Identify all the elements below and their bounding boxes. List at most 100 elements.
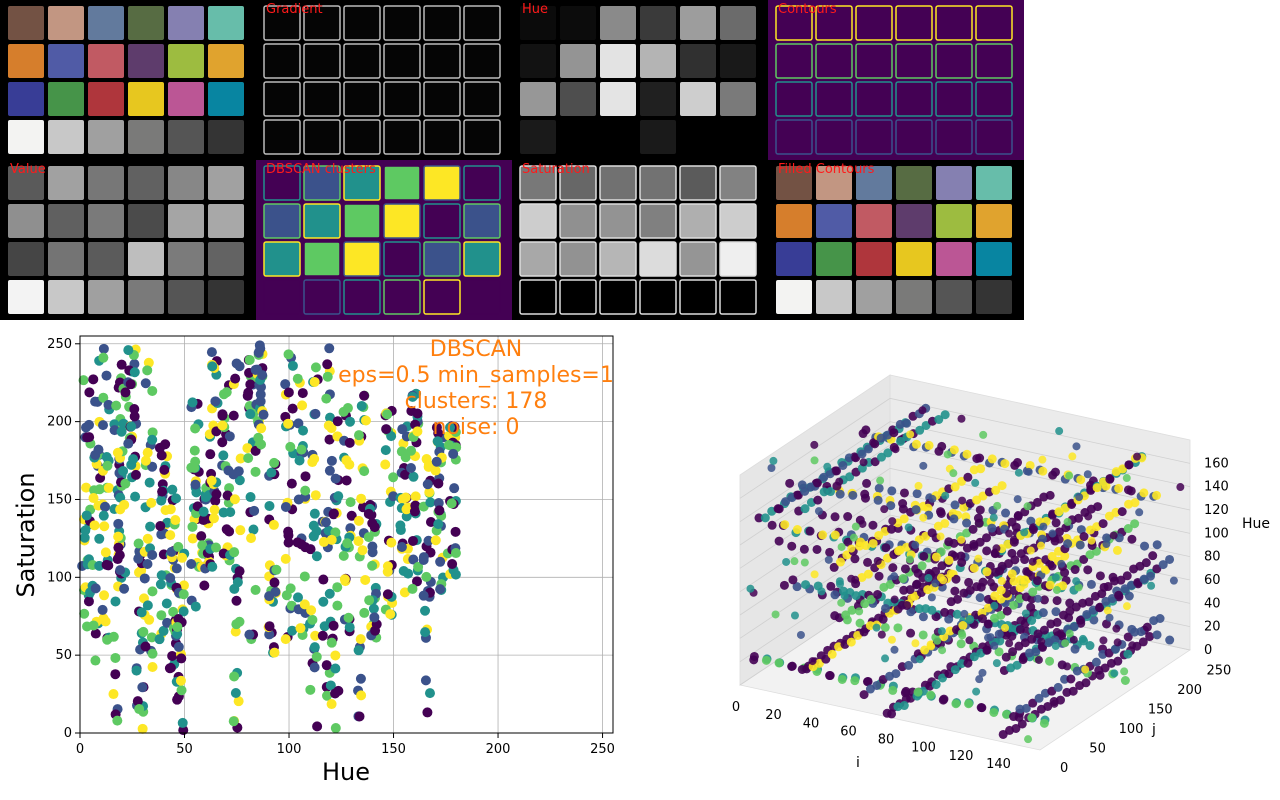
3d-point: [975, 593, 985, 603]
scatter-point: [364, 595, 375, 606]
checker-patch: [776, 166, 812, 200]
scatter-point: [280, 379, 291, 390]
3d-point: [860, 599, 870, 609]
3d-point: [1068, 686, 1078, 696]
checker-patch: [775, 5, 813, 41]
checker-patch: [48, 44, 84, 78]
3d-point: [1122, 571, 1132, 581]
checker-patch: [519, 279, 557, 315]
scatter-point: [100, 501, 111, 512]
panel-saturation-image: [512, 160, 768, 320]
3d-point: [911, 505, 921, 515]
scatter-point: [165, 530, 176, 541]
3d-point: [986, 578, 995, 587]
panel-title: Value: [10, 162, 46, 177]
checker-patch: [936, 242, 972, 276]
scatter-point: [248, 524, 259, 535]
3d-point: [859, 458, 868, 467]
3d-point: [1028, 557, 1037, 566]
scatter-point: [165, 572, 176, 583]
3d-point: [859, 627, 869, 637]
3d-point: [950, 500, 960, 510]
scatter-point: [269, 577, 280, 588]
scatter-point: [178, 606, 189, 617]
scatter-point: [171, 563, 182, 574]
3d-point: [868, 520, 878, 530]
3d-point: [1038, 455, 1047, 464]
scatter-point: [170, 515, 181, 526]
scatter-point: [146, 632, 157, 643]
3d-point: [792, 525, 802, 535]
scatter-point: [324, 343, 335, 354]
3d-point: [1039, 522, 1048, 531]
scatter-point: [145, 521, 156, 532]
3d-point: [844, 453, 854, 463]
3d-point: [911, 439, 921, 449]
3d-point: [836, 557, 846, 567]
3d-point: [889, 428, 899, 438]
checker-patch: [895, 5, 933, 41]
axis-ticks: 0 50 100 150 200 250 0 50 100 150 200 250: [47, 337, 615, 757]
scatter-point: [435, 556, 446, 567]
checker-patch: [639, 241, 677, 277]
plot-frame: [79, 335, 614, 734]
checker-patch: [88, 280, 124, 314]
3d-point: [873, 556, 882, 565]
3d-point: [870, 439, 880, 449]
3d-point: [1009, 537, 1019, 547]
3d-point: [1135, 508, 1144, 517]
3d-point: [1123, 632, 1133, 642]
scatter-point: [369, 612, 380, 623]
checker-patch: [208, 44, 244, 78]
scatter-point: [242, 443, 253, 454]
scatter-point: [78, 375, 89, 386]
scatter-point: [356, 690, 367, 701]
scatter-point: [200, 492, 211, 503]
3d-point: [917, 561, 927, 571]
3d-point: [1126, 486, 1136, 496]
3d-point: [978, 491, 988, 501]
3d-point: [982, 645, 992, 655]
checker-patch: [679, 241, 717, 277]
3d-point: [1095, 670, 1105, 680]
scatter-point: [79, 532, 90, 543]
scatter-point: [142, 600, 153, 611]
x-axis-label: Hue: [322, 758, 370, 786]
z-tick-label: 120: [1204, 503, 1229, 518]
3d-point: [1087, 536, 1096, 545]
panel-dbscan: DBSCAN clusters: [256, 160, 512, 320]
scatter-point: [252, 364, 263, 375]
scatter-point: [155, 579, 166, 590]
scatter-point: [245, 409, 256, 420]
scatter-point: [344, 437, 355, 448]
3d-point: [749, 655, 759, 665]
scatter-point: [325, 412, 336, 423]
checker-patch: [560, 6, 596, 40]
3d-point: [963, 658, 973, 668]
checker-patch: [303, 203, 341, 239]
3d-point: [881, 603, 891, 613]
checker-patch: [463, 279, 501, 315]
scatter-point: [108, 689, 119, 700]
scatter-point: [256, 423, 267, 434]
checker-patch: [975, 119, 1013, 155]
checker-patch: [816, 166, 852, 200]
panel-value: Value: [0, 160, 256, 320]
scatter-point: [292, 592, 303, 603]
3d-point: [827, 649, 837, 659]
3d-point: [1063, 662, 1072, 671]
scatter-point: [285, 441, 296, 452]
3d-point: [1142, 622, 1152, 632]
scatter-point: [420, 627, 431, 638]
scatter-point: [208, 513, 219, 524]
3d-point: [915, 425, 925, 435]
3d-point: [997, 481, 1007, 491]
checker-patch: [8, 120, 44, 154]
scatter-point: [235, 453, 246, 464]
checker-patch: [423, 279, 461, 315]
3d-point: [956, 639, 966, 649]
checker-patch: [895, 119, 933, 155]
scatter-point: [305, 544, 316, 555]
scatter-point: [320, 517, 331, 528]
3d-point: [958, 620, 968, 630]
